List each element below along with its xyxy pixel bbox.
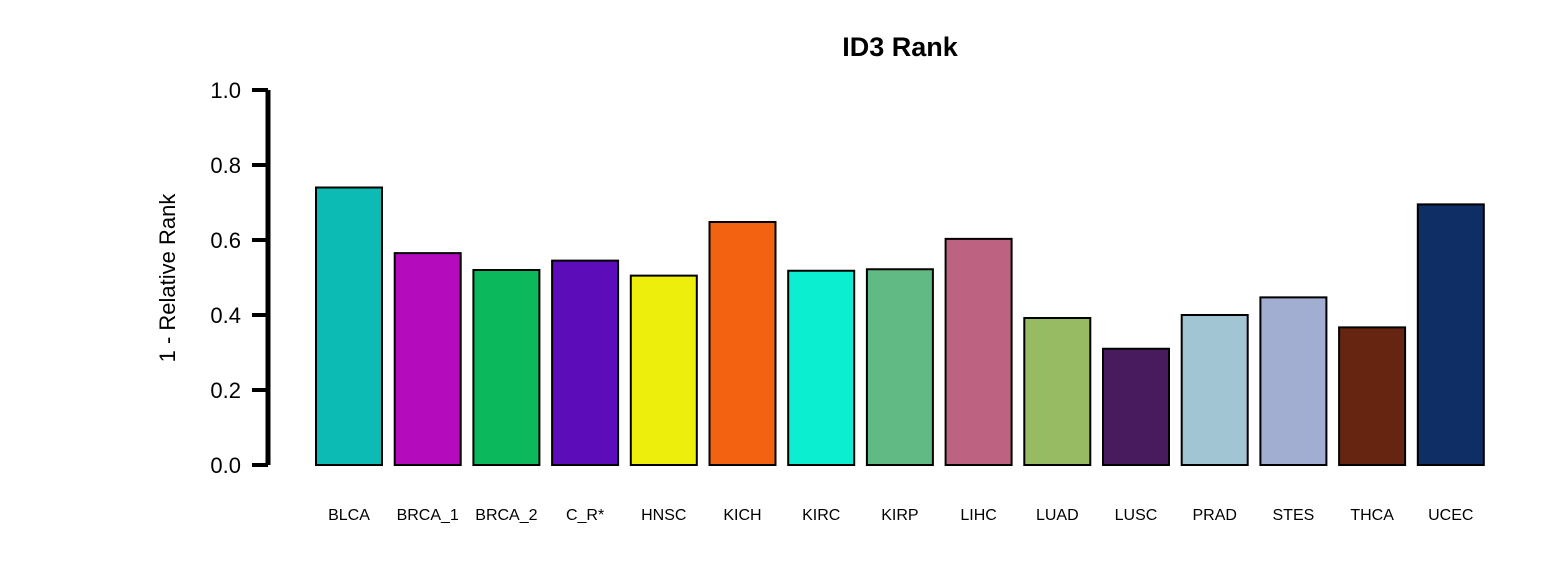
x-tick-label: BRCA_1 xyxy=(397,507,459,524)
x-tick-label: UCEC xyxy=(1428,507,1473,524)
x-tick-label: KIRC xyxy=(802,507,840,524)
bar-luad xyxy=(1023,317,1092,466)
bars-group xyxy=(315,186,1485,466)
y-axis: 0.0 0.2 0.4 0.6 0.8 1.0 xyxy=(210,78,271,478)
y-tick-label: 0.8 xyxy=(210,153,241,178)
x-tick-label: HNSC xyxy=(641,507,686,524)
bar-kich xyxy=(708,221,777,466)
x-tick-label: BLCA xyxy=(328,507,370,524)
bar-brca-1 xyxy=(393,252,462,466)
x-tick-label: KICH xyxy=(723,507,761,524)
x-tick-label: BRCA_2 xyxy=(475,507,537,524)
bar-hnsc xyxy=(629,274,698,466)
y-tick-label: 1.0 xyxy=(210,78,241,103)
bar-thca xyxy=(1338,326,1407,466)
x-tick-label: THCA xyxy=(1350,507,1394,524)
bar-lusc xyxy=(1102,347,1170,466)
bar-kirp xyxy=(865,268,934,466)
x-tick-label: LIHC xyxy=(960,507,996,524)
bar-brca-2 xyxy=(472,269,541,466)
x-tick-label: LUAD xyxy=(1036,507,1079,524)
x-axis-tick-labels: BLCA BRCA_1 BRCA_2 C_R* HNSC KICH KIRC KIRP LIHC… xyxy=(328,507,1473,524)
bar-prad xyxy=(1180,314,1249,466)
x-tick-label: LUSC xyxy=(1115,507,1158,524)
x-tick-label: C_R* xyxy=(566,507,604,524)
y-tick-label: 0.2 xyxy=(210,378,241,403)
y-tick-label: 0.0 xyxy=(210,453,241,478)
bar-ucec xyxy=(1416,203,1485,466)
y-tick-label: 0.6 xyxy=(210,228,241,253)
bar-kirc xyxy=(787,269,856,466)
y-tick-label: 0.4 xyxy=(210,303,241,328)
chart-title: ID3 Rank xyxy=(842,32,959,62)
bar-lihc xyxy=(944,237,1013,466)
x-tick-label: KIRP xyxy=(881,507,918,524)
x-tick-label: PRAD xyxy=(1192,507,1236,524)
bar-blca xyxy=(315,186,383,466)
bar-c-r xyxy=(551,259,620,466)
y-axis-label: 1 - Relative Rank xyxy=(155,193,180,363)
x-tick-label: STES xyxy=(1273,507,1315,524)
bar-stes xyxy=(1259,296,1328,466)
